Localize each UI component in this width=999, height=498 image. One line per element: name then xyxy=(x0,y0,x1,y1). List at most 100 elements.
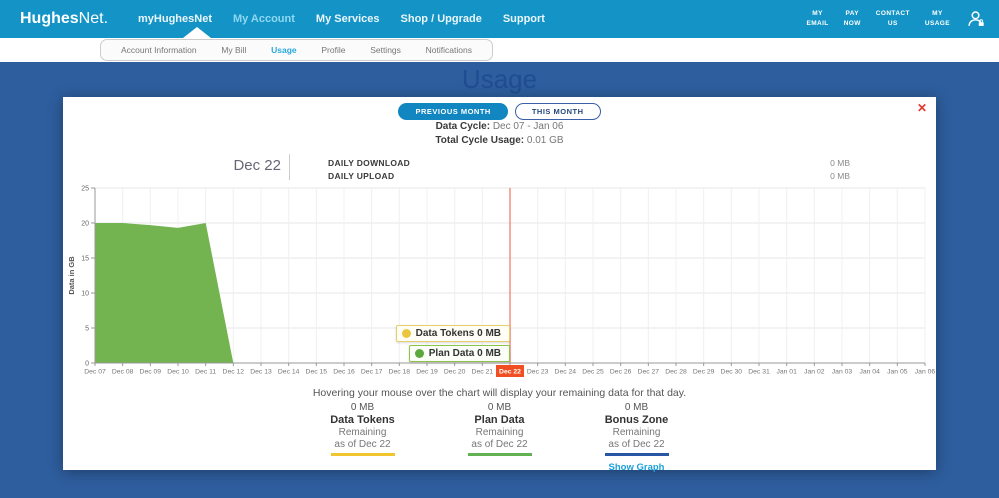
tab-account-information[interactable]: Account Information xyxy=(121,45,197,55)
usage-modal: ✕ PREVIOUS MONTH THIS MONTH Data Cycle: … xyxy=(63,97,936,473)
hover-hint-text: Hovering your mouse over the chart will … xyxy=(312,387,687,399)
svg-text:15: 15 xyxy=(81,256,89,263)
total-usage-line: Total Cycle Usage: 0.01 GB xyxy=(63,135,936,146)
svg-text:Dec 27: Dec 27 xyxy=(638,369,660,376)
summary-bonus-zone: 0 MB Bonus Zone Remaining as of Dec 22 S… xyxy=(579,402,694,475)
link-line: PAY xyxy=(845,10,859,18)
link-line: EMAIL xyxy=(806,20,829,27)
data-cycle-value: Dec 07 - Jan 06 xyxy=(492,121,564,132)
svg-text:Dec 16: Dec 16 xyxy=(333,369,355,376)
usage-chart-area[interactable]: 0 5 10 15 20 25 Data in GB Dec 07 Dec 08 Dec 09 De… xyxy=(63,185,936,380)
svg-text:Jan 02: Jan 02 xyxy=(804,369,825,376)
svg-text:Dec 19: Dec 19 xyxy=(416,369,438,376)
summary-underline-yellow xyxy=(330,453,395,456)
data-cycle-label: Data Cycle: xyxy=(435,121,491,132)
svg-text:Jan 03: Jan 03 xyxy=(832,369,853,376)
summary-underline-green xyxy=(467,453,532,456)
svg-text:Dec 28: Dec 28 xyxy=(665,369,687,376)
svg-text:Data in GB: Data in GB xyxy=(67,256,76,295)
nav-myhughesnet[interactable]: myHughesNet xyxy=(138,13,212,25)
tab-notifications[interactable]: Notifications xyxy=(425,45,472,55)
daily-upload-value: 0 MB xyxy=(830,171,850,181)
link-line: NOW xyxy=(843,20,861,27)
nav-support[interactable]: Support xyxy=(502,13,545,25)
usage-chart[interactable]: 0 5 10 15 20 25 Data in GB Dec 07 Dec 08 Dec 09 De… xyxy=(63,185,936,380)
svg-text:5: 5 xyxy=(85,326,89,333)
svg-text:Dec 26: Dec 26 xyxy=(610,369,632,376)
daily-download-label: DAILY DOWNLOAD xyxy=(328,158,411,168)
account-person-lock-icon[interactable] xyxy=(965,8,987,30)
summary-plan-data: 0 MB Plan Data Remaining as of Dec 22 xyxy=(442,402,557,475)
svg-text:Dec 22: Dec 22 xyxy=(499,369,521,376)
active-nav-caret xyxy=(183,27,211,38)
summary-remaining: Remaining xyxy=(338,427,387,438)
svg-text:0: 0 xyxy=(85,361,89,368)
svg-text:Dec 23: Dec 23 xyxy=(527,369,549,376)
summary-as-of: as of Dec 22 xyxy=(471,439,528,450)
svg-text:10: 10 xyxy=(81,291,89,298)
link-pay-now[interactable]: PAY NOW xyxy=(844,9,861,29)
total-usage-value: 0.01 GB xyxy=(526,135,564,146)
summary-underline-blue xyxy=(604,453,669,456)
link-my-email[interactable]: MY EMAIL xyxy=(806,9,828,29)
link-line: US xyxy=(887,20,898,27)
logo-rest: Net. xyxy=(78,10,109,27)
link-my-usage[interactable]: MY USAGE xyxy=(925,9,950,29)
svg-text:Dec 25: Dec 25 xyxy=(582,369,604,376)
summary-value: 0 MB xyxy=(350,402,375,413)
svg-text:Dec 31: Dec 31 xyxy=(748,369,770,376)
summary-name: Plan Data xyxy=(474,414,525,426)
svg-text:25: 25 xyxy=(81,186,89,193)
page-title: Usage xyxy=(461,64,538,94)
close-icon[interactable]: ✕ xyxy=(916,101,927,115)
total-usage-label: Total Cycle Usage: xyxy=(435,135,525,146)
day-divider xyxy=(289,154,290,180)
svg-text:Dec 09: Dec 09 xyxy=(140,369,162,376)
top-navbar: HughesNet. myHughesNet My Account My Ser… xyxy=(0,0,999,38)
link-line: MY xyxy=(812,10,823,18)
summary-value: 0 MB xyxy=(624,402,649,413)
svg-text:Dec 18: Dec 18 xyxy=(389,369,411,376)
link-line: MY xyxy=(932,10,943,18)
link-contact-us[interactable]: CONTACT US xyxy=(876,9,910,29)
nav-my-services[interactable]: My Services xyxy=(315,13,380,25)
svg-text:Dec 20: Dec 20 xyxy=(444,369,466,376)
data-cycle-line: Data Cycle: Dec 07 - Jan 06 xyxy=(63,121,936,132)
logo-bold: Hughes xyxy=(20,10,79,27)
show-graph-link[interactable]: Show Graph xyxy=(608,461,665,473)
svg-text:Dec 14: Dec 14 xyxy=(278,369,300,376)
tab-my-bill[interactable]: My Bill xyxy=(221,45,247,55)
hughesnet-logo[interactable]: HughesNet. xyxy=(20,10,108,28)
svg-text:Jan 05: Jan 05 xyxy=(887,369,908,376)
top-right-links: MY EMAIL PAY NOW CONTACT US MY USAGE xyxy=(806,0,987,38)
previous-month-button[interactable]: PREVIOUS MONTH xyxy=(398,103,508,120)
nav-shop-upgrade[interactable]: Shop / Upgrade xyxy=(400,13,482,25)
sub-nav-tabs: Account Information My Bill Usage Profil… xyxy=(100,39,493,61)
svg-text:Dec 24: Dec 24 xyxy=(555,369,577,376)
top-nav-items: myHughesNet My Account My Services Shop … xyxy=(138,13,545,25)
svg-text:Dec 07: Dec 07 xyxy=(84,369,106,376)
svg-text:Dec 15: Dec 15 xyxy=(306,369,328,376)
nav-my-account[interactable]: My Account xyxy=(232,13,295,25)
daily-upload-label: DAILY UPLOAD xyxy=(328,171,395,181)
daily-upload-row: DAILY UPLOAD 0 MB xyxy=(328,171,850,181)
link-line: CONTACT xyxy=(875,10,910,18)
summary-as-of: as of Dec 22 xyxy=(334,439,391,450)
tab-settings[interactable]: Settings xyxy=(370,45,401,55)
svg-text:Dec 21: Dec 21 xyxy=(472,369,494,376)
svg-text:Dec 13: Dec 13 xyxy=(250,369,272,376)
svg-text:Dec 12: Dec 12 xyxy=(223,369,245,376)
summary-as-of: as of Dec 22 xyxy=(608,439,665,450)
svg-text:Dec 10: Dec 10 xyxy=(167,369,189,376)
month-buttons: PREVIOUS MONTH THIS MONTH xyxy=(63,103,936,120)
daily-download-row: DAILY DOWNLOAD 0 MB xyxy=(328,158,850,168)
svg-text:Dec 17: Dec 17 xyxy=(361,369,383,376)
summary-name: Data Tokens xyxy=(330,414,395,426)
sub-navbar: Account Information My Bill Usage Profil… xyxy=(0,38,999,62)
tab-usage[interactable]: Usage xyxy=(271,45,297,55)
tab-profile[interactable]: Profile xyxy=(321,45,346,55)
daily-download-value: 0 MB xyxy=(830,158,850,168)
summary-remaining: Remaining xyxy=(475,427,524,438)
this-month-button[interactable]: THIS MONTH xyxy=(514,103,601,120)
